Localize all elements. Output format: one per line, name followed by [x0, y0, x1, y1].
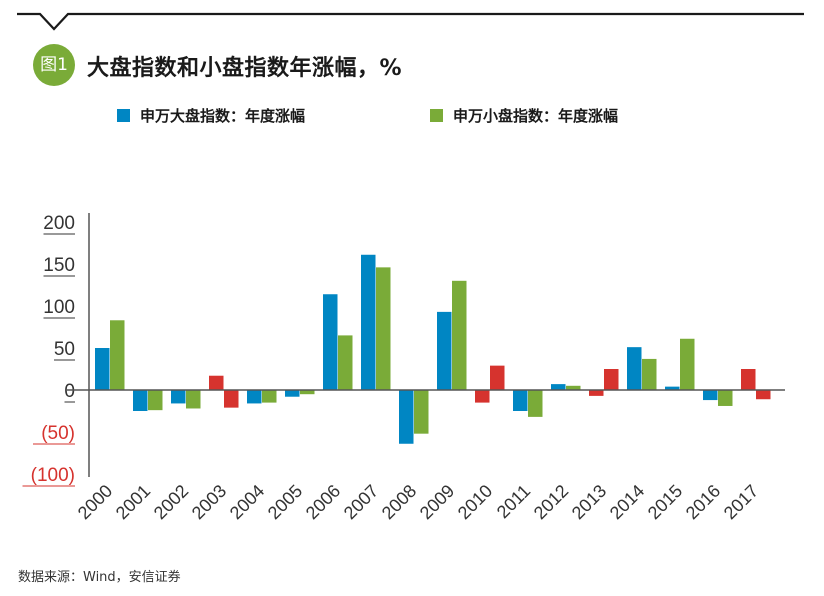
bar-large-cap-2010: [475, 390, 490, 403]
data-source: 数据来源：Wind，安信证券: [18, 570, 181, 585]
bar-small-cap-2009: [452, 280, 467, 390]
bar-small-cap-2004: [262, 390, 277, 403]
bar-small-cap-2012: [566, 385, 581, 390]
bar-small-cap-2016: [718, 390, 733, 406]
header-divider: [17, 12, 804, 31]
bar-small-cap-2001: [148, 390, 163, 411]
x-tick-label: 2011: [493, 481, 535, 523]
bar-large-cap-2007: [361, 254, 376, 390]
legend-item-large-cap: 申万大盘指数：年度涨幅: [117, 105, 305, 126]
bar-large-cap-2015: [665, 386, 680, 390]
x-tick-label: 2004: [226, 481, 268, 523]
x-tick-label: 2007: [340, 481, 382, 523]
bar-small-cap-2006: [338, 335, 353, 390]
y-tick-label: (50): [41, 423, 75, 444]
y-tick-label: 0: [64, 381, 75, 402]
bar-large-cap-2002: [171, 390, 186, 404]
x-tick-label: 2017: [720, 481, 762, 523]
bar-small-cap-2003: [224, 390, 239, 408]
x-tick-label: 2014: [606, 481, 648, 523]
x-tick-label: 2000: [74, 481, 116, 523]
figure-badge: 图1: [33, 44, 75, 86]
bar-small-cap-2015: [680, 338, 695, 390]
x-tick-label: 2013: [568, 481, 610, 523]
y-tick-label: (100): [31, 465, 75, 486]
y-tick-label: 150: [43, 255, 75, 276]
x-tick-label: 2005: [264, 481, 306, 523]
bar-small-cap-2002: [186, 390, 201, 409]
y-axis: 200 150 100 50 0 (50) (100): [22, 213, 90, 487]
x-tick-label: 2016: [682, 481, 724, 523]
bars: [67, 254, 785, 444]
bar-small-cap-2010: [490, 365, 505, 390]
bar-small-cap-2000: [110, 320, 125, 390]
bar-large-cap-2008: [399, 390, 414, 444]
bar-large-cap-2003: [209, 375, 224, 390]
bar-large-cap-2016: [703, 390, 718, 401]
bar-large-cap-2013: [589, 390, 604, 396]
x-tick-label: 2001: [112, 481, 154, 523]
legend-swatch-large-cap: [117, 109, 130, 122]
legend-label-small-cap: 申万小盘指数：年度涨幅: [453, 107, 619, 125]
bar-large-cap-2006: [323, 294, 338, 390]
bar-large-cap-2000: [95, 348, 110, 390]
legend-swatch-small-cap: [430, 109, 443, 122]
y-tick-label: 100: [43, 297, 75, 318]
bar-small-cap-2008: [414, 390, 429, 434]
x-tick-label: 2009: [416, 481, 458, 523]
bar-large-cap-2014: [627, 347, 642, 390]
x-axis: 2000200120022003200420052006200720082009…: [74, 481, 762, 523]
x-tick-label: 2012: [530, 481, 572, 523]
x-tick-label: 2010: [454, 481, 496, 523]
bar-small-cap-2017: [756, 390, 771, 400]
bar-large-cap-2011: [513, 390, 528, 411]
bar-large-cap-2001: [133, 390, 148, 411]
y-tick-label: 200: [43, 213, 75, 234]
y-tick-label: 50: [54, 339, 75, 360]
legend-item-small-cap: 申万小盘指数：年度涨幅: [430, 105, 618, 126]
bar-large-cap-2012: [551, 384, 566, 390]
x-tick-label: 2002: [150, 481, 192, 523]
bar-large-cap-2017: [741, 369, 756, 390]
legend-label-large-cap: 申万大盘指数：年度涨幅: [140, 107, 306, 125]
x-tick-label: 2008: [378, 481, 420, 523]
bar-small-cap-2007: [376, 267, 391, 390]
bar-small-cap-2014: [642, 358, 657, 390]
x-tick-label: 2015: [644, 481, 686, 523]
x-tick-label: 2006: [302, 481, 344, 523]
x-tick-label: 2003: [188, 481, 230, 523]
bar-small-cap-2005: [300, 390, 315, 395]
bar-large-cap-2009: [437, 311, 452, 390]
bar-large-cap-2005: [285, 390, 300, 397]
bar-small-cap-2013: [604, 369, 619, 390]
bar-large-cap-2004: [247, 390, 262, 404]
chart-title: 大盘指数和小盘指数年涨幅，%: [87, 56, 403, 81]
bar-small-cap-2011: [528, 390, 543, 417]
